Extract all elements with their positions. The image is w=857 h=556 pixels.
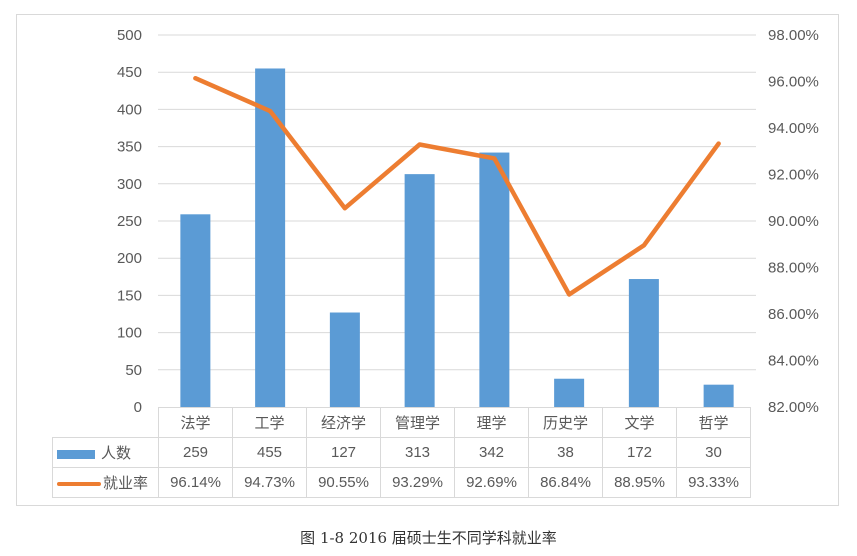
- legend-label: 人数: [101, 445, 132, 462]
- renshu-value: 342: [454, 437, 529, 468]
- right-tick-label: 84.00%: [768, 353, 819, 370]
- category-label: 文学: [602, 407, 677, 438]
- line-series-jiuyelv: [193, 75, 721, 297]
- blank-cell: [52, 407, 159, 438]
- category-label: 管理学: [380, 407, 455, 438]
- left-tick-label: 300: [117, 176, 142, 193]
- right-tick-label: 98.00%: [768, 27, 819, 44]
- bar: [703, 384, 734, 407]
- category-label: 理学: [454, 407, 529, 438]
- jiuyelv-value: 93.33%: [676, 467, 751, 498]
- gridlines: [158, 34, 756, 371]
- category-row: 法学 工学 经济学 管理学 理学 历史学 文学 哲学: [52, 407, 751, 438]
- jiuyelv-value: 90.55%: [306, 467, 381, 498]
- category-label: 法学: [158, 407, 233, 438]
- bar-swatch-icon: [57, 449, 95, 459]
- category-label: 历史学: [528, 407, 603, 438]
- data-table: 法学 工学 经济学 管理学 理学 历史学 文学 哲学 人数 259 455 127 313 342 38…: [52, 407, 751, 498]
- renshu-value: 455: [232, 437, 307, 468]
- left-tick-label: 250: [117, 213, 142, 230]
- renshu-row: 人数 259 455 127 313 342 38 172 30: [52, 437, 751, 468]
- left-tick-label: 350: [117, 139, 142, 156]
- bar: [180, 214, 211, 407]
- right-tick-label: 86.00%: [768, 306, 819, 323]
- bar: [628, 279, 659, 407]
- right-tick-label: 92.00%: [768, 167, 819, 184]
- left-tick-label: 200: [117, 250, 142, 267]
- jiuyelv-value: 86.84%: [528, 467, 603, 498]
- renshu-value: 172: [602, 437, 677, 468]
- bar: [554, 378, 585, 407]
- category-label: 哲学: [676, 407, 751, 438]
- bar: [255, 68, 286, 407]
- bar: [479, 152, 510, 407]
- left-tick-label: 450: [117, 64, 142, 81]
- right-tick-label: 90.00%: [768, 213, 819, 230]
- renshu-value: 30: [676, 437, 751, 468]
- renshu-value: 38: [528, 437, 603, 468]
- right-tick-label: 94.00%: [768, 120, 819, 137]
- jiuyelv-row: 就业率 96.14% 94.73% 90.55% 93.29% 92.69% 86.84%…: [52, 467, 751, 498]
- line-swatch-icon: [57, 482, 101, 487]
- legend-jiuyelv: 就业率: [52, 467, 159, 498]
- rate-line: [193, 75, 721, 297]
- right-tick-label: 88.00%: [768, 260, 819, 277]
- right-axis-ticks: 82.00% 84.00% 86.00% 88.00% 90.00% 92.00% 94.0…: [768, 27, 819, 416]
- left-tick-label: 150: [117, 287, 142, 304]
- jiuyelv-value: 94.73%: [232, 467, 307, 498]
- category-label: 工学: [232, 407, 307, 438]
- bar-series-renshu: [180, 68, 734, 407]
- legend-label: 就业率: [103, 475, 149, 492]
- right-tick-label: 82.00%: [768, 399, 819, 416]
- jiuyelv-value: 96.14%: [158, 467, 233, 498]
- left-tick-label: 50: [125, 362, 142, 379]
- left-tick-label: 400: [117, 101, 142, 118]
- renshu-value: 127: [306, 437, 381, 468]
- renshu-value: 313: [380, 437, 455, 468]
- figure-caption: 图 1-8 2016 届硕士生不同学科就业率: [300, 529, 557, 547]
- renshu-value: 259: [158, 437, 233, 468]
- jiuyelv-value: 92.69%: [454, 467, 529, 498]
- jiuyelv-value: 88.95%: [602, 467, 677, 498]
- chart-frame: [16, 14, 839, 506]
- bar: [329, 312, 360, 407]
- category-label: 经济学: [306, 407, 381, 438]
- right-tick-label: 96.00%: [768, 74, 819, 91]
- left-tick-label: 100: [117, 325, 142, 342]
- legend-renshu: 人数: [52, 437, 159, 468]
- bar: [404, 174, 435, 407]
- left-tick-label: 500: [117, 27, 142, 44]
- jiuyelv-value: 93.29%: [380, 467, 455, 498]
